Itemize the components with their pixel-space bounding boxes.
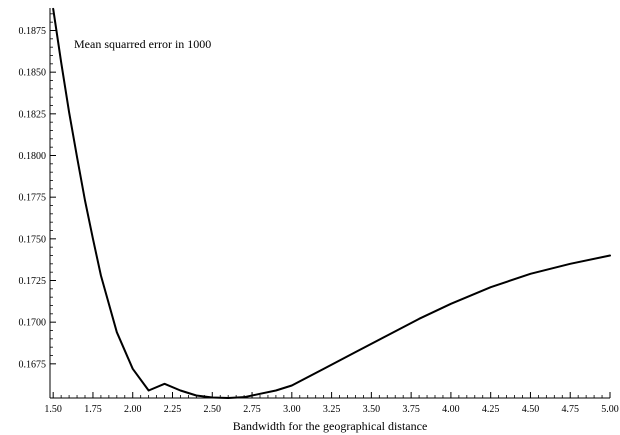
y-tick-label: 0.1800 [19, 151, 47, 162]
x-tick-label: 2.25 [164, 404, 182, 415]
y-tick-label: 0.1675 [19, 359, 47, 370]
x-tick-label: 2.75 [243, 404, 261, 415]
x-tick-label: 4.75 [561, 404, 579, 415]
x-tick-label: 2.50 [204, 404, 222, 415]
x-tick-label: 3.00 [283, 404, 301, 415]
x-tick-label: 2.00 [124, 404, 142, 415]
series-group [52, 7, 611, 399]
y-tick-label: 0.1725 [19, 276, 47, 287]
x-axis-ticks: 1.50 1.75 2.00 2.25 2.50 2.75 3.00 3.25 3.50 3.75… [44, 392, 619, 415]
x-tick-label: 4.00 [442, 404, 460, 415]
y-axis-ticks: 0.1675 0.1700 0.1725 0.1750 0.1775 0.1800 0.18… [19, 13, 56, 370]
x-tick-label: 5.00 [601, 404, 619, 415]
y-tick-label: 0.1850 [19, 68, 47, 79]
y-tick-label: 0.1775 [19, 193, 47, 204]
x-axis-title: Bandwidth for the geographical distance [233, 419, 428, 433]
x-tick-label: 1.75 [84, 404, 102, 415]
x-tick-label: 1.50 [44, 404, 62, 415]
y-tick-label: 0.1875 [19, 26, 47, 37]
x-tick-label: 4.50 [522, 404, 540, 415]
x-tick-label: 3.25 [323, 404, 341, 415]
plot-frame [49, 8, 610, 399]
x-tick-label: 4.25 [482, 404, 500, 415]
y-tick-label: 0.1750 [19, 234, 47, 245]
y-tick-label: 0.1825 [19, 109, 47, 120]
x-tick-label: 3.75 [402, 404, 420, 415]
y-tick-label: 0.1700 [19, 318, 47, 329]
chart-annotation: Mean squarred error in 1000 [74, 37, 211, 51]
x-tick-label: 3.50 [363, 404, 381, 415]
series-line [52, 7, 611, 399]
